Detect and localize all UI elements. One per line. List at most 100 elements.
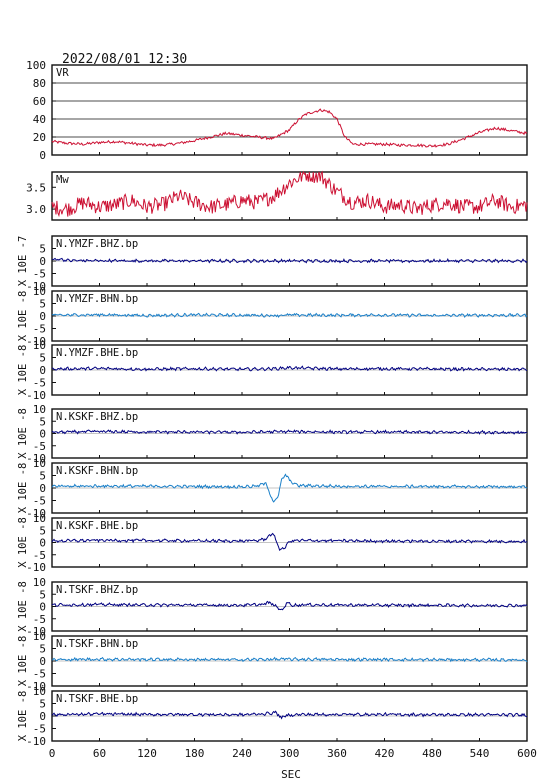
y-tick-label: 0 [39,537,46,550]
panel-label: N.TSKF.BHE.bp [56,693,138,705]
y-axis-label: X 10E -8 [17,517,29,568]
x-tick-label: 120 [137,747,157,760]
y-tick-label: 40 [33,113,46,126]
y-tick-label: 5 [39,588,46,601]
y-tick-label: 5 [39,352,46,365]
series-line [51,532,528,551]
y-tick-label: 5 [39,415,46,428]
panel-ymzf-bhz: -10-505 X 10E -7 N.YMZF.BHZ.bp [17,235,528,293]
series-line [51,257,528,264]
panel-label: N.YMZF.BHZ.bp [56,238,138,250]
x-tick-label: 420 [375,747,395,760]
y-tick-label: -10 [26,389,46,402]
y-tick-label: -10 [26,452,46,465]
y-tick-label: -5 [33,268,46,281]
y-tick-label: 10 [33,339,46,352]
y-tick-label: 0 [39,601,46,614]
y-tick-label: 3.0 [26,203,46,216]
y-tick-label: 0 [39,710,46,723]
y-tick-label: 0 [39,310,46,323]
y-tick-label: -5 [33,323,46,336]
y-axis-label: X 10E -8 [17,636,29,687]
series-line [51,710,528,720]
y-tick-label: -10 [26,735,46,748]
y-tick-label: 5 [39,470,46,483]
y-tick-label: -10 [26,507,46,520]
series-line [51,365,528,372]
chart-title: 2022/08/01 12:30 [62,52,187,67]
x-tick-label: 360 [327,747,347,760]
y-tick-label: -10 [26,561,46,574]
series-line [51,108,528,148]
y-tick-label: 5 [39,298,46,311]
y-tick-label: -5 [33,440,46,453]
series-line [51,170,528,218]
panel-label: VR [56,67,69,79]
series-line [51,429,528,435]
y-axis-label: X 10E -8 [17,291,29,342]
series-line [51,312,528,318]
y-tick-label: 5 [39,698,46,711]
y-tick-label: 10 [33,576,46,589]
x-tick-label: 180 [185,747,205,760]
y-tick-label: 0 [39,482,46,495]
panel-label: N.TSKF.BHZ.bp [56,584,138,596]
panel-label: Mw [56,174,69,186]
y-tick-label: -10 [26,680,46,693]
panel-mw: 3.0 3.5 Mw [26,170,528,221]
y-tick-label: -10 [26,625,46,638]
y-axis-label: X 10E -8 [17,408,29,459]
x-tick-label: 60 [93,747,106,760]
y-tick-label: -5 [33,613,46,626]
y-tick-label: 0 [39,149,46,162]
panel-label: N.KSKF.BHZ.bp [56,411,138,423]
panel-label: N.KSKF.BHN.bp [56,465,138,477]
x-tick-label: 480 [422,747,442,760]
y-axis-label: X 10E -8 [17,345,29,396]
y-tick-label: -10 [26,280,46,293]
y-tick-label: 0 [39,655,46,668]
y-tick-label: 10 [33,685,46,698]
series-line [51,473,528,503]
series-line [51,600,528,611]
panel-label: N.YMZF.BHN.bp [56,293,138,305]
x-tick-label: 300 [280,747,300,760]
y-tick-label: 0 [39,428,46,441]
y-tick-label: 10 [33,457,46,470]
y-tick-label: -5 [33,549,46,562]
y-tick-label: 5 [39,243,46,256]
panel-label: N.KSKF.BHE.bp [56,520,138,532]
y-tick-label: -10 [26,335,46,348]
y-tick-label: 10 [33,630,46,643]
y-tick-label: 5 [39,524,46,537]
panel-label: N.YMZF.BHE.bp [56,347,138,359]
y-tick-label: 3.5 [26,181,46,194]
x-tick-label: 0 [49,747,56,760]
x-axis-label: SEC [281,768,301,781]
y-axis-label: X 10E -8 [17,463,29,514]
y-tick-label: -5 [33,668,46,681]
y-tick-label: -5 [33,495,46,508]
panel-label: N.TSKF.BHN.bp [56,638,138,650]
y-tick-label: -5 [33,723,46,736]
y-tick-label: 0 [39,255,46,268]
y-axis-label: X 10E -7 [17,236,29,287]
y-axis-label: X 10E -8 [17,691,29,742]
y-axis-label: X 10E -8 [17,581,29,632]
y-tick-label: 100 [26,59,46,72]
y-tick-label: 20 [33,131,46,144]
y-tick-label: 80 [33,77,46,90]
y-tick-label: 10 [33,403,46,416]
y-tick-label: 0 [39,364,46,377]
y-tick-label: 60 [33,95,46,108]
